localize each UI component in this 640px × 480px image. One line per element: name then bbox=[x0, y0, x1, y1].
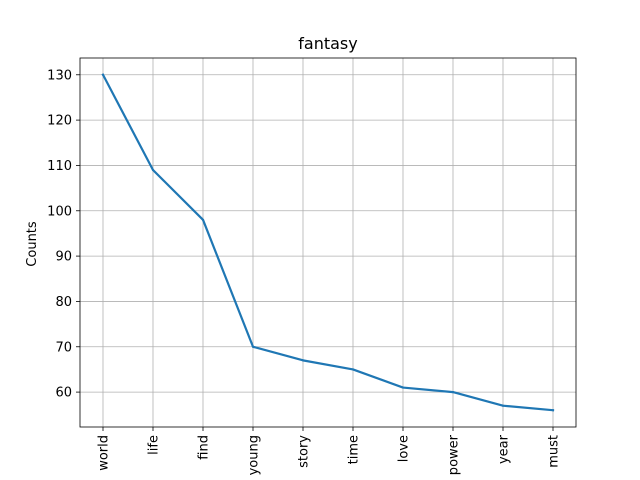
x-tick-label: story bbox=[297, 435, 312, 468]
y-tick-label: 100 bbox=[47, 204, 72, 219]
data-point bbox=[351, 368, 355, 371]
data-point bbox=[501, 404, 505, 407]
x-tick-label: young bbox=[247, 435, 262, 475]
data-point bbox=[451, 390, 455, 394]
y-tick-label: 90 bbox=[55, 250, 72, 265]
data-point bbox=[401, 386, 405, 389]
y-tick-label: 80 bbox=[55, 295, 72, 310]
chart-title: fantasy bbox=[298, 34, 357, 53]
data-point bbox=[201, 218, 205, 221]
data-point bbox=[551, 409, 555, 412]
x-tick-label: year bbox=[497, 434, 512, 464]
series-line bbox=[101, 73, 555, 412]
x-tick-label: must bbox=[547, 435, 562, 468]
x-tick-label: world bbox=[97, 435, 112, 471]
data-point bbox=[151, 168, 155, 172]
x-tick-label: power bbox=[447, 434, 462, 475]
grid-layer bbox=[80, 58, 576, 427]
x-tick-label: love bbox=[397, 435, 412, 462]
x-tick-label: life bbox=[147, 435, 162, 455]
data-point bbox=[251, 345, 255, 348]
data-point bbox=[301, 359, 305, 362]
y-tick-label: 120 bbox=[47, 114, 72, 129]
x-tick-label: time bbox=[347, 435, 362, 464]
data-point bbox=[101, 73, 105, 76]
y-axis-label: Counts bbox=[25, 221, 40, 267]
y-tick-label: 60 bbox=[55, 386, 72, 401]
tick-layer: 60 70 80 90 100 110 120 130 world life find young st… bbox=[47, 68, 561, 475]
y-tick-label: 70 bbox=[55, 340, 72, 355]
y-tick-label: 110 bbox=[47, 159, 72, 174]
series-layer bbox=[101, 73, 555, 412]
plot-frame bbox=[79, 57, 577, 428]
y-tick-label: 130 bbox=[47, 68, 72, 83]
x-tick-label: find bbox=[197, 435, 212, 460]
